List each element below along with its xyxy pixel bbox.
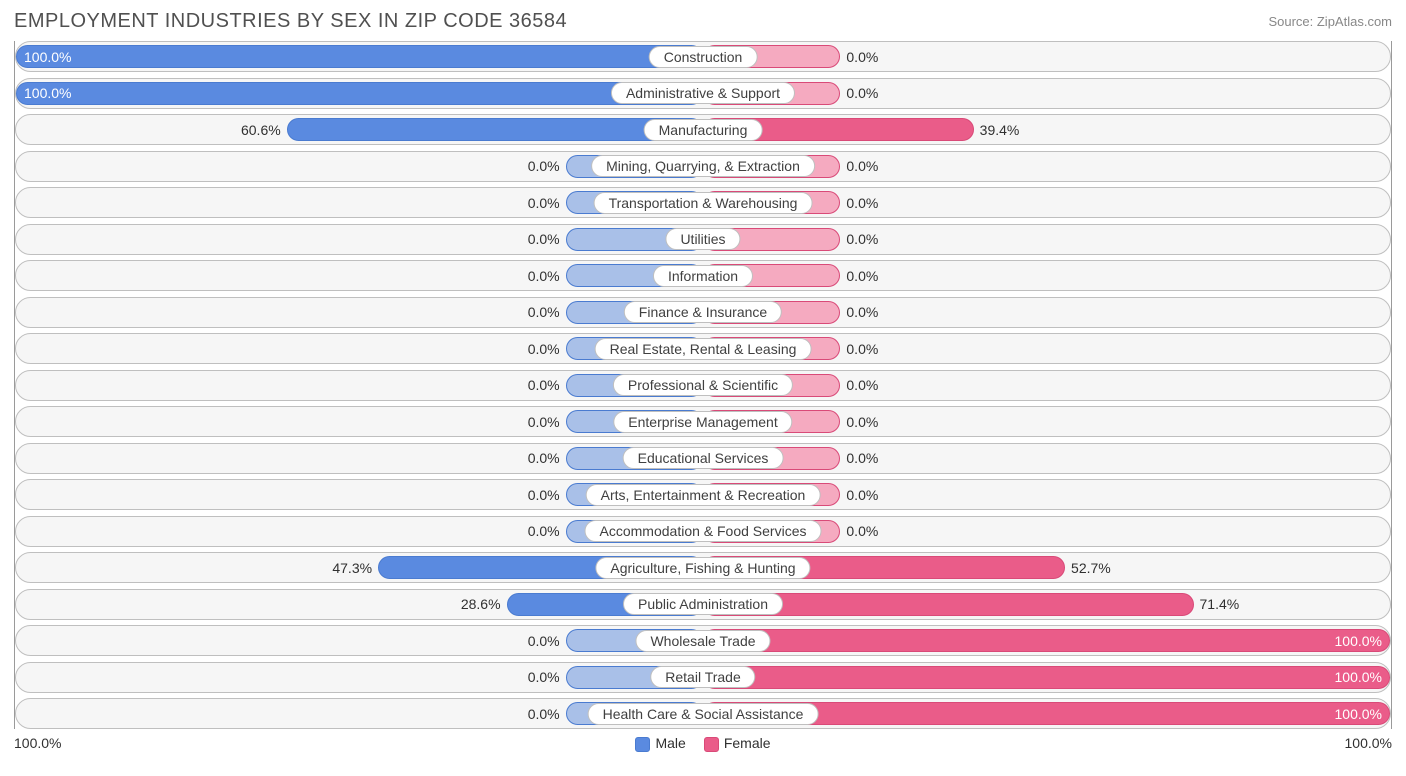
category-label: Professional & Scientific <box>613 374 793 396</box>
male-pct-label: 0.0% <box>528 158 560 174</box>
male-bar <box>287 118 703 141</box>
category-label: Administrative & Support <box>611 82 795 104</box>
chart-footer: 100.0% Male Female 100.0% <box>14 735 1392 752</box>
chart-title: EMPLOYMENT INDUSTRIES BY SEX IN ZIP CODE… <box>14 10 567 33</box>
female-pct-label: 0.0% <box>846 304 878 320</box>
chart-row: 0.0% 100.0% Health Care & Social Assistanc… <box>15 698 1391 729</box>
female-bar <box>703 666 1390 689</box>
category-label: Information <box>653 265 753 287</box>
chart-area: 100.0% 0.0% Construction 100.0% 0.0% Administ… <box>14 41 1392 729</box>
female-pct-label: 0.0% <box>846 49 878 65</box>
chart-row: 60.6% 39.4% Manufacturing <box>15 114 1391 145</box>
male-bar <box>16 82 703 105</box>
female-pct-label: 100.0% <box>1335 706 1382 722</box>
category-label: Manufacturing <box>644 119 763 141</box>
male-pct-label: 100.0% <box>24 49 71 65</box>
category-label: Mining, Quarrying, & Extraction <box>591 155 815 177</box>
chart-row: 0.0% 0.0% Enterprise Management <box>15 406 1391 437</box>
category-label: Public Administration <box>623 593 783 615</box>
male-pct-label: 0.0% <box>528 523 560 539</box>
category-label: Enterprise Management <box>613 411 792 433</box>
female-bar <box>703 629 1390 652</box>
male-swatch-icon <box>635 737 650 752</box>
chart-row: 0.0% 100.0% Retail Trade <box>15 662 1391 693</box>
chart-header: EMPLOYMENT INDUSTRIES BY SEX IN ZIP CODE… <box>14 10 1392 33</box>
female-pct-label: 100.0% <box>1335 669 1382 685</box>
male-pct-label: 0.0% <box>528 487 560 503</box>
male-pct-label: 0.0% <box>528 268 560 284</box>
male-pct-label: 0.0% <box>528 231 560 247</box>
female-pct-label: 0.0% <box>846 195 878 211</box>
axis-right-label: 100.0% <box>1345 735 1392 751</box>
legend: Male Female <box>635 735 770 752</box>
male-pct-label: 0.0% <box>528 195 560 211</box>
female-pct-label: 0.0% <box>846 377 878 393</box>
male-pct-label: 0.0% <box>528 706 560 722</box>
female-pct-label: 0.0% <box>846 450 878 466</box>
category-label: Arts, Entertainment & Recreation <box>586 484 821 506</box>
category-label: Real Estate, Rental & Leasing <box>595 338 812 360</box>
category-label: Educational Services <box>623 447 784 469</box>
chart-row: 0.0% 0.0% Utilities <box>15 224 1391 255</box>
female-pct-label: 0.0% <box>846 487 878 503</box>
chart-row: 100.0% 0.0% Administrative & Support <box>15 78 1391 109</box>
female-pct-label: 100.0% <box>1335 633 1382 649</box>
male-pct-label: 28.6% <box>461 596 501 612</box>
male-pct-label: 0.0% <box>528 304 560 320</box>
female-pct-label: 0.0% <box>846 523 878 539</box>
female-pct-label: 0.0% <box>846 414 878 430</box>
category-label: Wholesale Trade <box>635 630 770 652</box>
category-label: Accommodation & Food Services <box>585 520 822 542</box>
category-label: Finance & Insurance <box>624 301 782 323</box>
category-label: Retail Trade <box>650 666 755 688</box>
chart-row: 0.0% 0.0% Real Estate, Rental & Leasing <box>15 333 1391 364</box>
female-pct-label: 52.7% <box>1071 560 1111 576</box>
female-pct-label: 0.0% <box>846 85 878 101</box>
legend-male: Male <box>635 735 685 752</box>
legend-female-label: Female <box>724 735 771 751</box>
chart-row: 0.0% 0.0% Educational Services <box>15 443 1391 474</box>
male-pct-label: 0.0% <box>528 669 560 685</box>
category-label: Construction <box>649 46 758 68</box>
chart-row: 0.0% 0.0% Professional & Scientific <box>15 370 1391 401</box>
axis-left-label: 100.0% <box>14 735 61 751</box>
category-label: Agriculture, Fishing & Hunting <box>595 557 810 579</box>
chart-row: 0.0% 0.0% Mining, Quarrying, & Extraction <box>15 151 1391 182</box>
chart-row: 28.6% 71.4% Public Administration <box>15 589 1391 620</box>
female-pct-label: 0.0% <box>846 158 878 174</box>
legend-male-label: Male <box>655 735 685 751</box>
chart-source: Source: ZipAtlas.com <box>1268 14 1392 29</box>
male-pct-label: 0.0% <box>528 450 560 466</box>
female-pct-label: 71.4% <box>1200 596 1240 612</box>
female-pct-label: 0.0% <box>846 341 878 357</box>
category-label: Health Care & Social Assistance <box>588 703 819 725</box>
female-swatch-icon <box>704 737 719 752</box>
male-pct-label: 100.0% <box>24 85 71 101</box>
legend-female: Female <box>704 735 771 752</box>
chart-row: 0.0% 0.0% Transportation & Warehousing <box>15 187 1391 218</box>
chart-row: 100.0% 0.0% Construction <box>15 41 1391 72</box>
male-pct-label: 0.0% <box>528 341 560 357</box>
chart-row: 0.0% 0.0% Accommodation & Food Services <box>15 516 1391 547</box>
chart-row: 0.0% 100.0% Wholesale Trade <box>15 625 1391 656</box>
female-pct-label: 0.0% <box>846 231 878 247</box>
chart-row: 47.3% 52.7% Agriculture, Fishing & Hunting <box>15 552 1391 583</box>
chart-row: 0.0% 0.0% Arts, Entertainment & Recreation <box>15 479 1391 510</box>
male-pct-label: 0.0% <box>528 377 560 393</box>
male-pct-label: 47.3% <box>332 560 372 576</box>
male-pct-label: 0.0% <box>528 414 560 430</box>
female-pct-label: 0.0% <box>846 268 878 284</box>
male-pct-label: 60.6% <box>241 122 281 138</box>
chart-row: 0.0% 0.0% Finance & Insurance <box>15 297 1391 328</box>
male-bar <box>16 45 703 68</box>
category-label: Transportation & Warehousing <box>594 192 813 214</box>
male-pct-label: 0.0% <box>528 633 560 649</box>
female-pct-label: 39.4% <box>980 122 1020 138</box>
category-label: Utilities <box>665 228 740 250</box>
chart-row: 0.0% 0.0% Information <box>15 260 1391 291</box>
